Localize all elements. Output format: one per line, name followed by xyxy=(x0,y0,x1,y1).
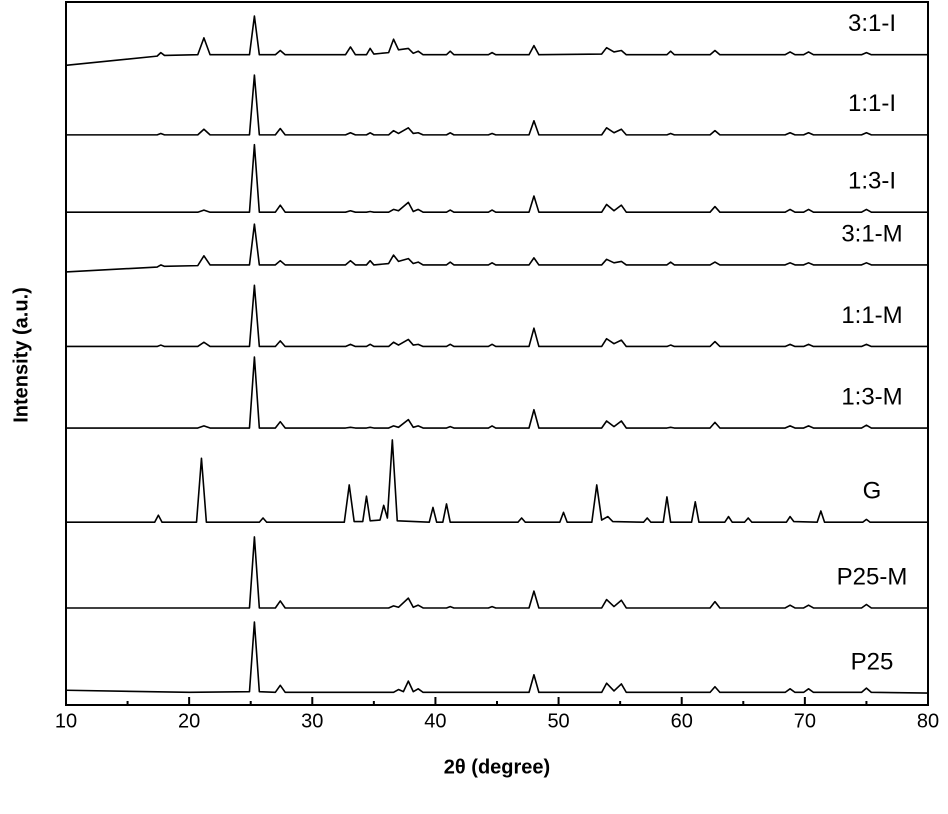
x-tick-label: 80 xyxy=(917,710,939,732)
series-label: P25 xyxy=(851,648,894,675)
series-label: 1:3-I xyxy=(848,168,896,195)
xrd-pattern xyxy=(66,143,928,213)
xrd-pattern xyxy=(66,284,928,348)
series-label: 3:1-I xyxy=(848,10,896,37)
x-tick-label: 60 xyxy=(671,710,693,732)
xrd-pattern xyxy=(66,439,928,524)
series-label: P25-M xyxy=(837,563,908,590)
xrd-pattern xyxy=(65,15,928,67)
xrd-pattern xyxy=(66,74,928,136)
y-axis-label: Intensity (a.u.) xyxy=(10,287,32,423)
series-label: 1:1-I xyxy=(848,90,896,117)
x-tick-label: 20 xyxy=(178,710,200,732)
series-label: 1:1-M xyxy=(841,302,902,329)
xrd-pattern xyxy=(66,536,928,609)
x-tick-label: 50 xyxy=(547,710,569,732)
xrd-pattern xyxy=(65,223,928,273)
series-label: 3:1-M xyxy=(841,220,902,247)
xrd-pattern xyxy=(65,621,929,694)
x-tick-label: 40 xyxy=(424,710,446,732)
x-tick-label: 10 xyxy=(55,710,77,732)
x-tick-label: 70 xyxy=(794,710,816,732)
x-axis-label: 2θ (degree) xyxy=(444,756,550,778)
series-label: 1:3-M xyxy=(841,383,902,410)
x-tick-label: 30 xyxy=(301,710,323,732)
series-label: G xyxy=(863,478,882,505)
xrd-pattern xyxy=(66,356,928,429)
plot-frame xyxy=(65,1,929,706)
